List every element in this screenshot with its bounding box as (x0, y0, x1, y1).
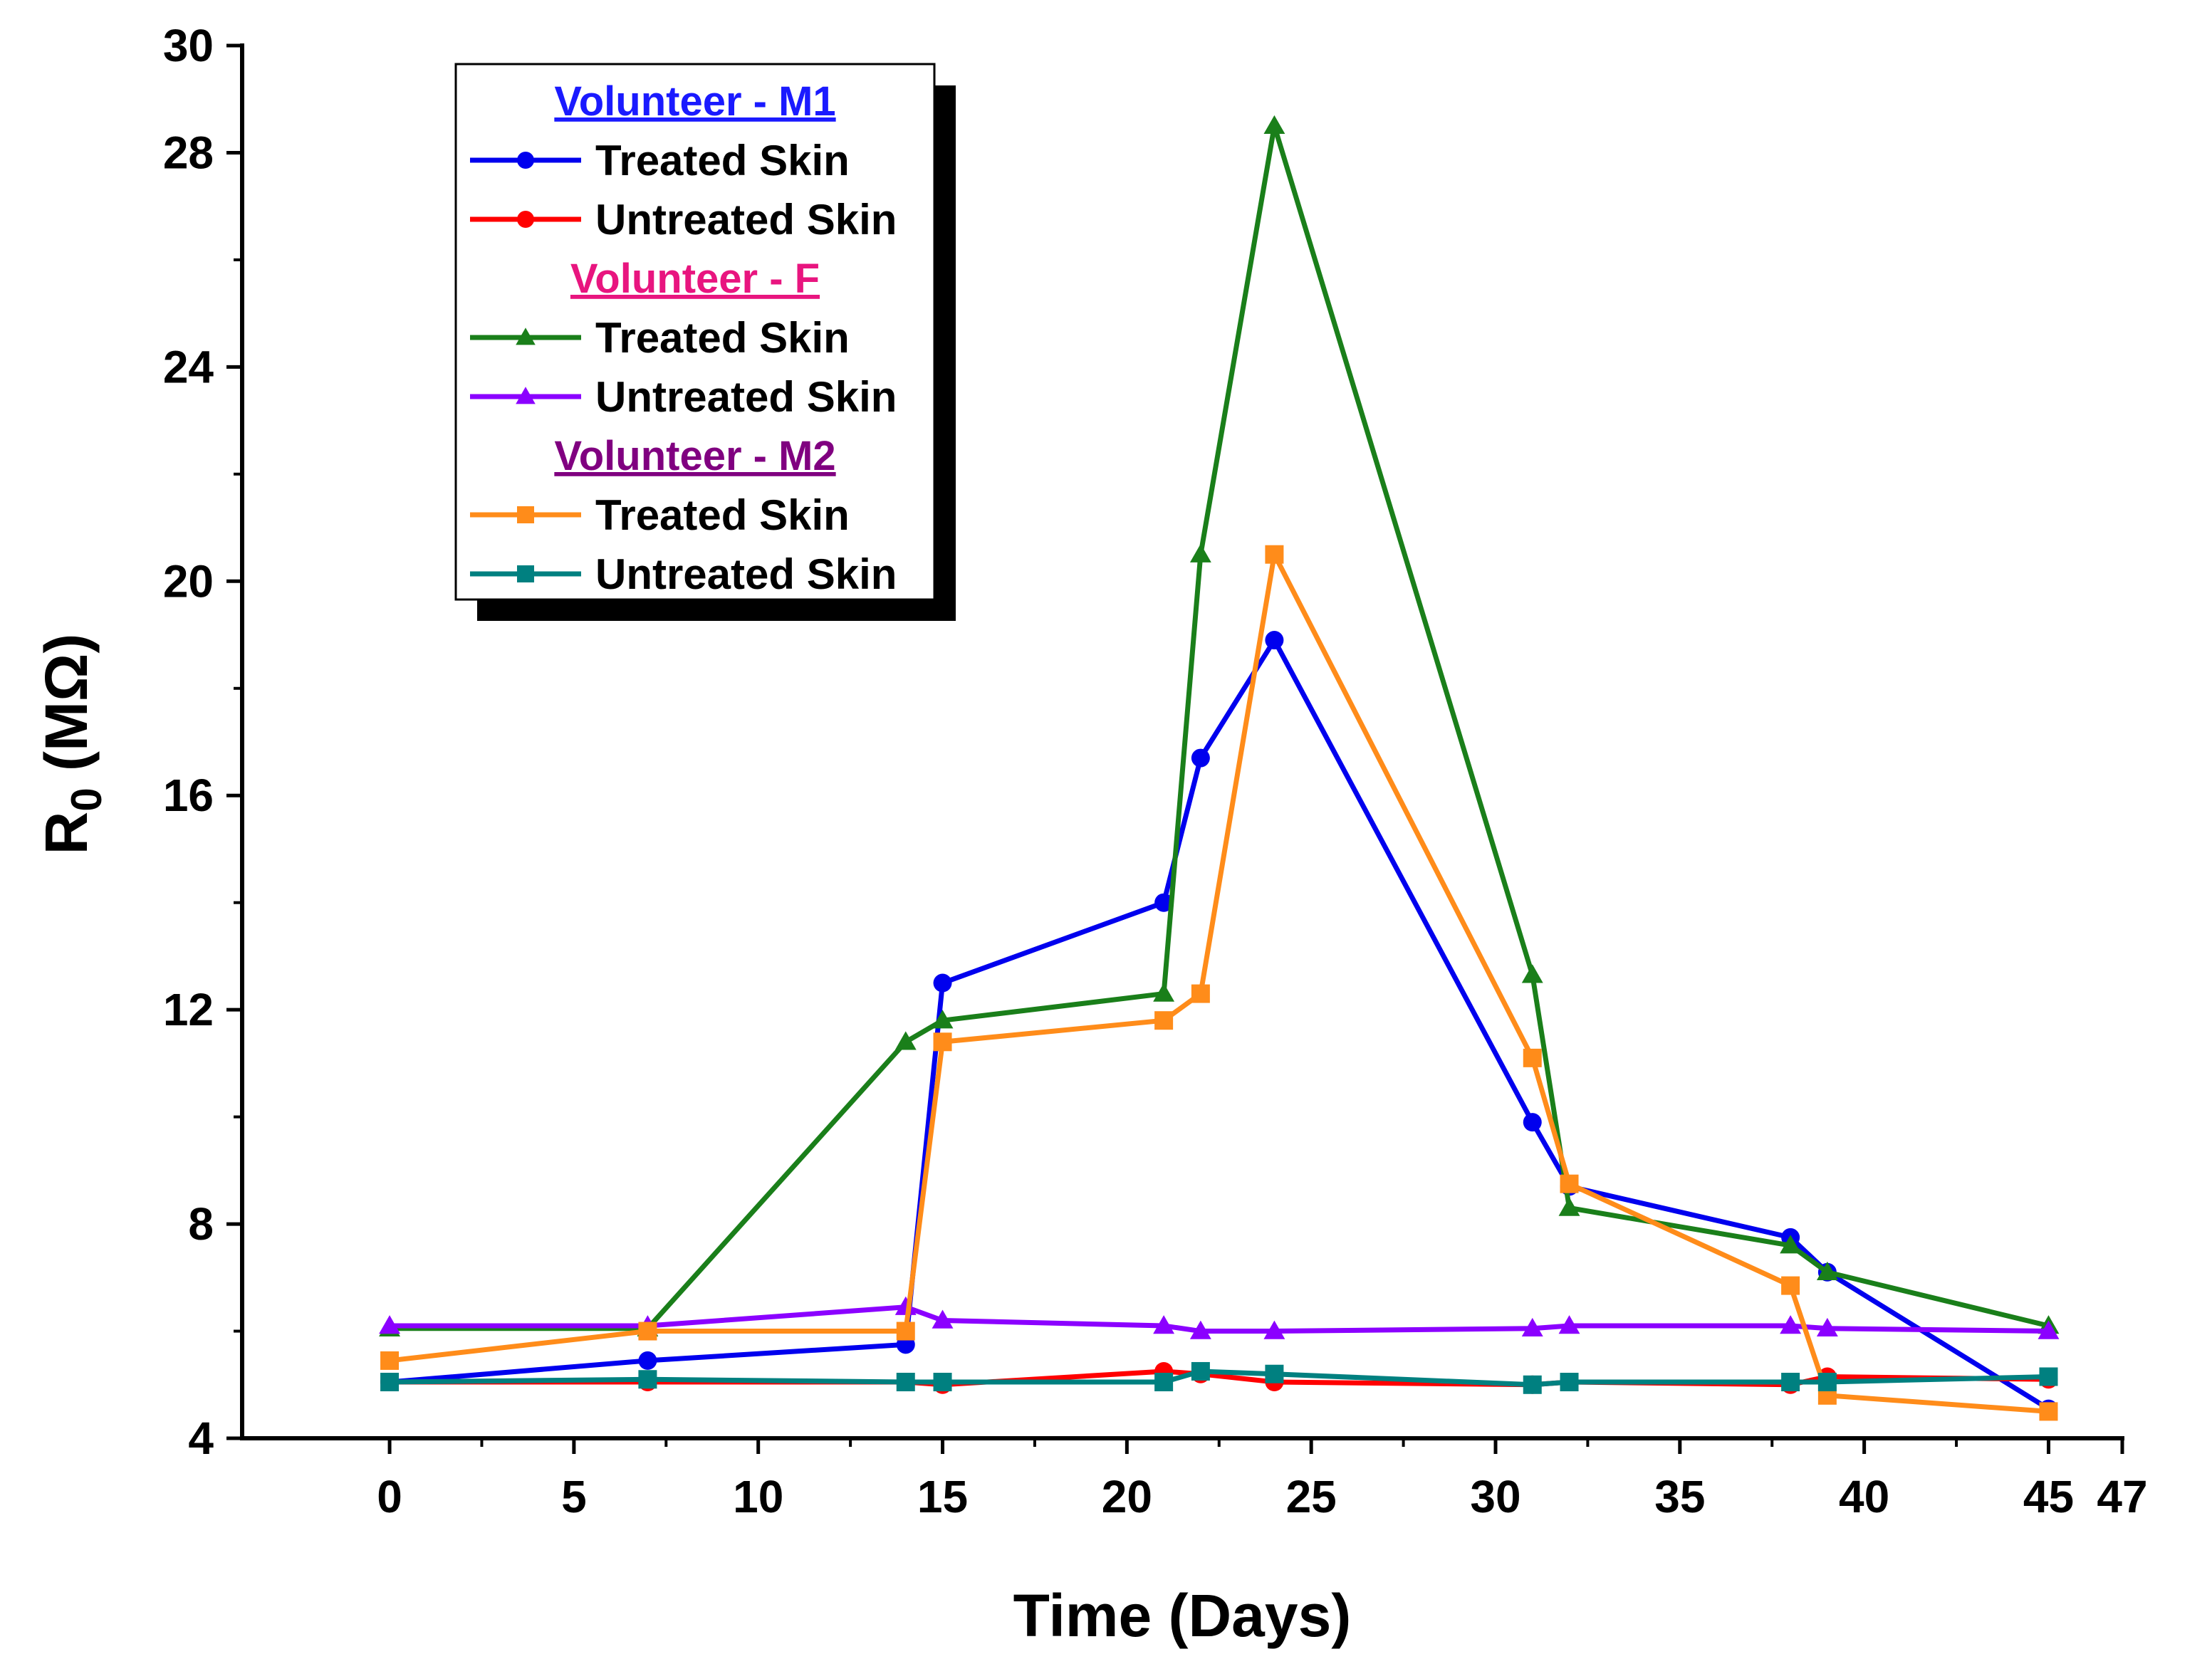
series-layer (379, 115, 2060, 1421)
data-point (1189, 1320, 1211, 1339)
legend-swatch-marker (517, 565, 534, 582)
series-3 (379, 1296, 2060, 1339)
axes: 4 8 12 16 20 24 28 30 0 5 10 15 20 25 30 35 40 45 47 (163, 20, 2148, 1522)
data-point (2038, 1320, 2060, 1339)
legend-group-title: Volunteer - F (570, 256, 820, 302)
data-point (1521, 1317, 1543, 1336)
data-point (1558, 1315, 1580, 1334)
data-point (1263, 1320, 1285, 1339)
data-point (896, 1322, 915, 1341)
data-point (1816, 1317, 1838, 1336)
data-point (380, 1373, 400, 1392)
x-tick-label: 35 (1654, 1471, 1705, 1522)
y-tick-label: 12 (163, 984, 214, 1035)
data-point (379, 1315, 401, 1334)
data-point (1816, 1261, 1838, 1280)
data-point (1523, 1048, 1542, 1067)
data-point (2039, 1402, 2058, 1421)
series-line (389, 552, 2049, 1414)
legend-label: Untreated Skin (595, 373, 897, 421)
data-point (932, 1010, 954, 1029)
data-point (1560, 1174, 1579, 1193)
legend-box (454, 63, 936, 601)
data-point (933, 1373, 952, 1392)
data-point (1523, 1375, 1542, 1394)
data-point (933, 973, 952, 993)
x-tick-label: 30 (1470, 1471, 1520, 1522)
data-point (1263, 115, 1285, 135)
y-tick-label: 4 (188, 1413, 214, 1464)
data-point (1780, 1315, 1802, 1334)
legend-label: Untreated Skin (595, 550, 897, 598)
data-point (1780, 1235, 1802, 1254)
data-point (1265, 1364, 1284, 1383)
legend-group-title: Volunteer - M1 (554, 78, 835, 125)
data-point (933, 1032, 952, 1052)
x-tick-label: 40 (1839, 1471, 1889, 1522)
y-axis-title-subscript: 0 (63, 787, 110, 811)
x-tick-label: 25 (1286, 1471, 1337, 1522)
legend-label: Treated Skin (595, 314, 850, 362)
legend-swatch-marker (517, 506, 534, 523)
data-point (1153, 983, 1175, 1002)
y-axis-title-unit: (MΩ) (33, 634, 100, 788)
data-point (638, 1322, 657, 1341)
data-point (932, 1309, 954, 1329)
legend-label: Untreated Skin (595, 196, 897, 244)
data-point (1265, 545, 1284, 564)
data-point (1154, 893, 1174, 912)
x-tick-label: 10 (733, 1471, 783, 1522)
data-point (1521, 964, 1543, 983)
data-point (894, 1031, 917, 1050)
data-point (1191, 748, 1210, 768)
data-point (2039, 1367, 2058, 1386)
legend-group-title: Volunteer - M2 (554, 433, 835, 479)
data-point (1781, 1276, 1800, 1295)
data-point (1191, 984, 1210, 1003)
data-point (638, 1351, 657, 1370)
data-point (1781, 1373, 1800, 1392)
data-point (1560, 1373, 1579, 1392)
series-4 (380, 545, 2058, 1421)
data-point (638, 1370, 657, 1389)
data-point (1817, 1373, 1837, 1392)
y-axis-title-main: R (33, 812, 100, 855)
data-point (896, 1373, 915, 1392)
data-point (1153, 1315, 1175, 1334)
x-axis-title: Time (Days) (1013, 1582, 1352, 1649)
y-tick-label: 8 (188, 1198, 214, 1250)
data-point (1558, 1197, 1580, 1216)
data-point (1191, 1361, 1210, 1381)
legend-swatch-marker (517, 211, 534, 228)
legend-label: Treated Skin (595, 491, 850, 539)
legend-swatch-marker (517, 152, 534, 169)
data-point (894, 1296, 917, 1315)
data-point (1189, 543, 1211, 562)
y-tick-label: 28 (163, 127, 214, 178)
x-tick-label: 20 (1102, 1471, 1152, 1522)
x-tick-label: 47 (2097, 1471, 2147, 1522)
x-tick-label: 5 (561, 1471, 587, 1522)
series-5 (380, 1361, 2058, 1394)
data-point (1523, 1113, 1542, 1132)
legend-label: Treated Skin (595, 137, 850, 184)
y-tick-label: 24 (163, 341, 214, 392)
data-point (1154, 1011, 1174, 1030)
data-point (1265, 631, 1284, 650)
y-tick-label: 16 (163, 770, 214, 821)
y-axis-title: R0 (MΩ) (33, 634, 110, 855)
data-point (1154, 1373, 1174, 1392)
x-tick-label: 15 (917, 1471, 968, 1522)
series-0 (380, 631, 2058, 1418)
y-tick-label: 20 (163, 555, 214, 607)
legend-swatch-marker (516, 387, 536, 404)
legend: Volunteer - M1 Treated Skin Untreated Skin… (454, 63, 956, 621)
x-tick-label: 45 (2023, 1471, 2074, 1522)
x-tick-label: 0 (377, 1471, 402, 1522)
data-point (380, 1351, 400, 1370)
y-tick-label: 30 (163, 20, 214, 71)
legend-swatch-marker (516, 328, 536, 345)
